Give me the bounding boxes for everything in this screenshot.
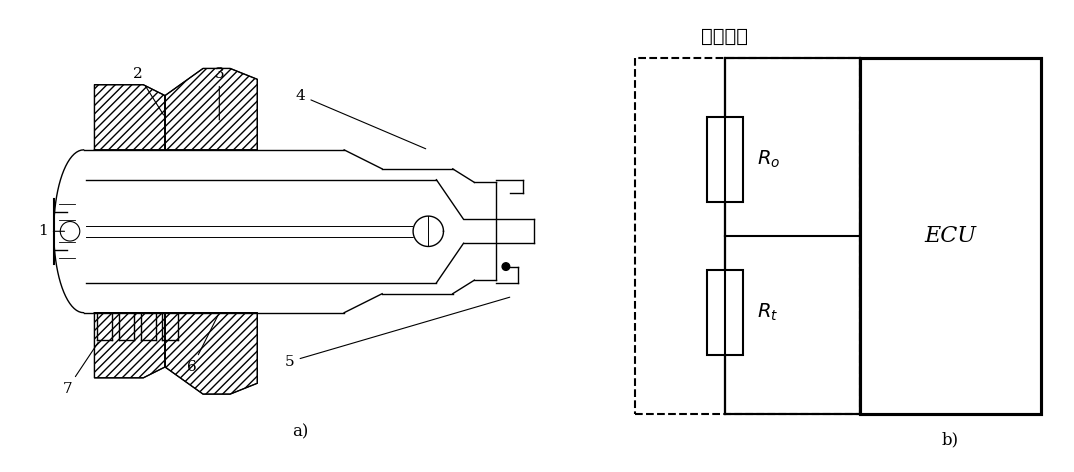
Bar bbox=[707, 117, 743, 202]
Text: b): b) bbox=[942, 431, 959, 448]
Circle shape bbox=[503, 263, 510, 270]
Bar bbox=[725, 58, 860, 414]
Text: 5: 5 bbox=[285, 297, 510, 369]
Text: 1: 1 bbox=[38, 224, 64, 238]
Bar bbox=[635, 58, 860, 414]
Text: a): a) bbox=[292, 423, 309, 441]
Text: $R_o$: $R_o$ bbox=[756, 149, 780, 170]
Text: 4: 4 bbox=[295, 89, 425, 149]
Bar bbox=[707, 270, 743, 355]
Text: 2: 2 bbox=[133, 67, 163, 115]
Text: ECU: ECU bbox=[925, 225, 976, 247]
Text: 7: 7 bbox=[62, 342, 99, 396]
Text: $R_t$: $R_t$ bbox=[756, 302, 778, 323]
Bar bbox=[860, 58, 1041, 414]
Text: 3: 3 bbox=[215, 67, 224, 120]
Text: 氧传感器: 氧传感器 bbox=[701, 27, 749, 46]
Text: 6: 6 bbox=[187, 315, 218, 374]
Polygon shape bbox=[413, 216, 444, 246]
